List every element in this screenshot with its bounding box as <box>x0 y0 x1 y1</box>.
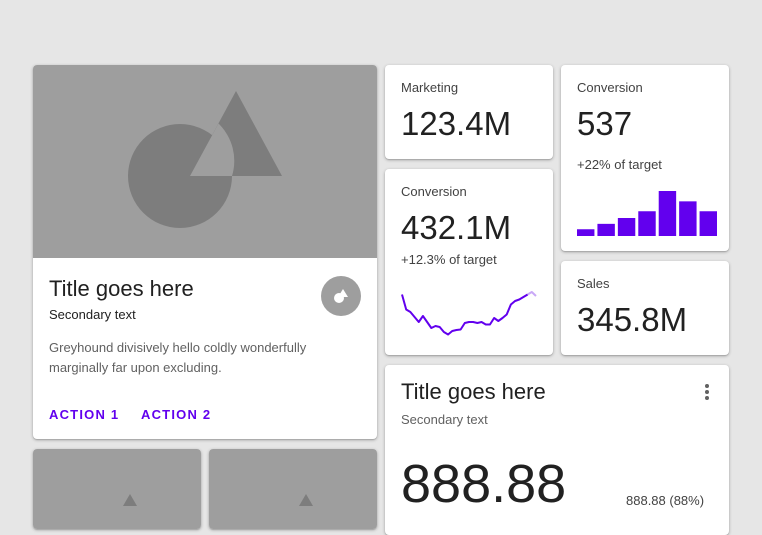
bar-chart <box>577 191 717 236</box>
image-placeholder <box>33 449 201 529</box>
shapes-placeholder-icon <box>128 91 282 228</box>
small-stat-value: 888.88 (88%) <box>626 493 705 508</box>
more-vert-icon <box>705 384 709 400</box>
kpi-label: Conversion <box>577 80 643 95</box>
image-card-right <box>209 449 377 529</box>
card-title: Title goes here <box>401 379 546 404</box>
shapes-icon-button[interactable] <box>321 276 361 316</box>
card-subtitle: Secondary text <box>401 412 488 427</box>
marketing-kpi-card: Marketing 123.4M <box>385 65 553 159</box>
action-2-button[interactable]: ACTION 2 <box>141 407 212 422</box>
sales-kpi-card: Sales 345.8M <box>561 261 729 355</box>
bar <box>699 211 717 236</box>
stat-card: Title goes here Secondary text 888.88 88… <box>385 365 729 535</box>
kpi-value: 345.8M <box>577 301 688 338</box>
kpi-label: Marketing <box>401 80 459 95</box>
card-title: Title goes here <box>49 276 194 301</box>
bar <box>597 223 615 236</box>
sparkline-chart <box>401 291 537 336</box>
big-stat-value: 888.88 <box>401 454 567 514</box>
action-1-button[interactable]: ACTION 1 <box>49 407 120 422</box>
image-placeholder <box>209 449 377 529</box>
bar <box>577 229 595 236</box>
card-subtitle: Secondary text <box>49 307 136 322</box>
kpi-target-text: +22% of target <box>577 157 662 172</box>
card-body: Greyhound divisively hello coldly wonder… <box>49 340 307 375</box>
kpi-value: 123.4M <box>401 105 512 142</box>
kpi-value: 537 <box>577 105 633 142</box>
more-vert-button[interactable] <box>695 380 719 404</box>
kpi-label: Sales <box>577 276 610 291</box>
image-card-left <box>33 449 201 529</box>
bar <box>679 201 697 236</box>
triangle-placeholder-icon <box>299 494 313 506</box>
conversion-bar-card: Conversion 537 +22% of target <box>561 65 729 251</box>
bar <box>617 218 636 236</box>
kpi-target-text: +12.3% of target <box>401 252 497 267</box>
sparkline-series <box>401 293 529 336</box>
bar <box>658 191 677 236</box>
conversion-line-card: Conversion 432.1M +12.3% of target <box>385 169 553 355</box>
shapes-icon <box>334 289 348 303</box>
media-image-placeholder <box>33 65 377 258</box>
sparkline-series <box>527 291 537 297</box>
triangle-placeholder-icon <box>123 494 137 506</box>
media-card: Title goes here Secondary text Greyhound… <box>33 65 377 439</box>
kpi-label: Conversion <box>401 184 467 199</box>
kpi-value: 432.1M <box>401 209 512 246</box>
bar <box>638 211 656 236</box>
